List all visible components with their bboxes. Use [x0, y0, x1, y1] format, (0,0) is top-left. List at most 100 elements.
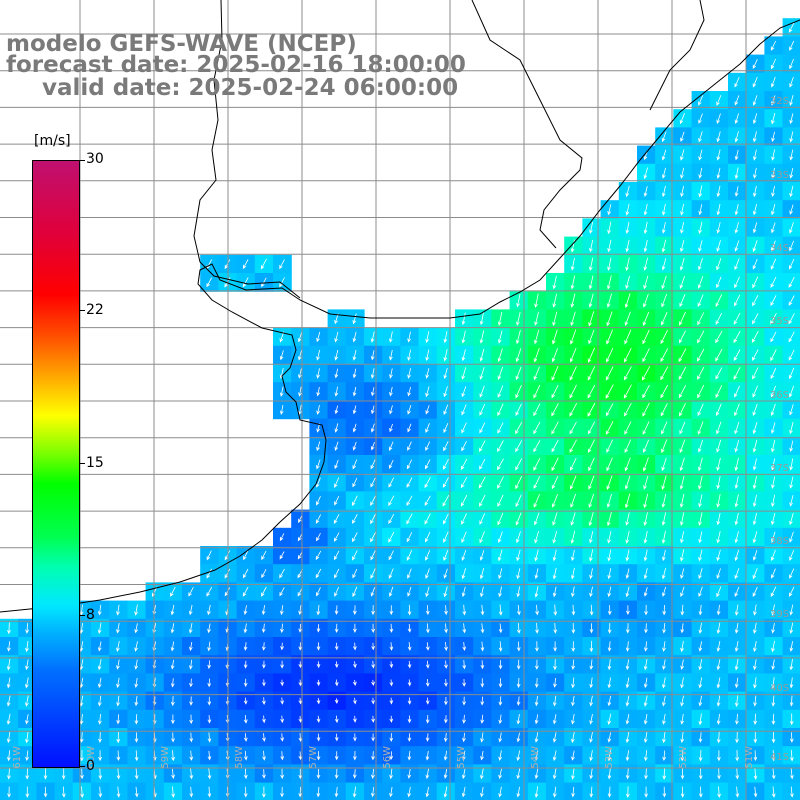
wind-speed-cell — [655, 400, 674, 420]
wind-arrow — [771, 623, 775, 634]
wind-arrow — [534, 677, 539, 689]
wind-arrow — [61, 786, 66, 798]
wind-arrow — [371, 405, 375, 415]
wind-arrow — [462, 696, 466, 706]
latitude-label: 41S — [770, 752, 790, 763]
wind-arrow — [6, 658, 11, 671]
wind-speed-cell — [236, 564, 256, 583]
wind-speed-cell — [327, 564, 347, 583]
wind-arrow — [733, 349, 741, 362]
wind-speed-cell — [582, 364, 602, 383]
wind-speed-cell — [618, 364, 638, 383]
wind-arrow — [607, 768, 612, 780]
wind-arrow — [425, 349, 430, 362]
wind-arrow — [697, 294, 704, 307]
wind-arrow — [388, 513, 395, 525]
wind-arrow — [371, 733, 375, 742]
wind-arrow — [625, 530, 630, 544]
wind-arrow — [662, 731, 666, 744]
wind-arrow — [498, 732, 503, 743]
wind-arrow — [462, 678, 466, 687]
wind-speed-cell — [709, 309, 729, 329]
wind-speed-cell — [546, 436, 565, 456]
wind-arrow — [462, 732, 466, 743]
wind-arrow — [698, 622, 703, 634]
wind-speed-cell — [618, 400, 638, 420]
wind-arrow — [552, 549, 557, 562]
wind-arrow — [789, 76, 794, 88]
wind-arrow — [280, 786, 284, 798]
wind-speed-cell — [400, 527, 420, 547]
wind-arrow — [443, 732, 448, 743]
wind-arrow — [551, 403, 559, 417]
wind-arrow — [171, 714, 175, 725]
wind-arrow — [7, 750, 11, 762]
wind-arrow — [589, 257, 594, 272]
wind-arrow — [625, 714, 630, 725]
wind-arrow — [643, 239, 648, 253]
wind-arrow — [789, 240, 795, 252]
wind-arrow — [25, 714, 29, 725]
wind-arrow — [698, 240, 703, 252]
wind-arrow — [461, 531, 467, 543]
wind-arrow — [661, 293, 668, 308]
wind-arrow — [644, 768, 648, 780]
wind-arrow — [680, 531, 685, 544]
wind-arrow — [698, 185, 703, 198]
wind-arrow — [444, 660, 448, 669]
wind-arrow — [443, 367, 448, 380]
wind-arrow — [444, 605, 448, 616]
wind-arrow — [480, 641, 485, 652]
wind-arrow — [752, 367, 759, 380]
wind-arrow — [607, 586, 612, 598]
wind-arrow — [389, 751, 394, 761]
wind-arrow — [6, 731, 11, 744]
wind-arrow — [734, 549, 740, 562]
wind-arrow — [533, 366, 540, 381]
wind-arrow — [534, 714, 539, 725]
wind-arrow — [352, 605, 357, 616]
wind-arrow — [660, 403, 668, 417]
wind-arrow — [424, 513, 431, 525]
wind-arrow — [698, 494, 703, 508]
wind-arrow — [643, 695, 648, 707]
wind-arrow — [370, 587, 376, 597]
river-border-path — [193, 0, 223, 263]
wind-arrow — [715, 312, 723, 325]
wind-arrow — [316, 604, 321, 616]
wind-arrow — [680, 677, 684, 689]
wind-arrow — [571, 750, 575, 761]
wind-arrow — [352, 459, 358, 470]
wind-arrow — [352, 368, 357, 379]
wind-arrow — [498, 750, 503, 762]
wind-arrow — [443, 568, 448, 579]
wind-arrow — [716, 549, 721, 562]
wind-arrow — [753, 750, 758, 762]
wind-arrow — [280, 715, 284, 724]
wind-arrow — [752, 59, 758, 70]
wind-arrow — [660, 348, 669, 363]
wind-arrow — [479, 367, 485, 380]
wind-speed-cell — [291, 582, 310, 602]
wind-arrow — [171, 768, 175, 780]
wind-arrow — [770, 349, 777, 362]
wind-arrow — [587, 366, 596, 381]
wind-arrow — [770, 276, 777, 288]
wind-arrow — [662, 623, 666, 634]
wind-arrow — [571, 714, 575, 725]
wind-arrow — [752, 276, 759, 289]
wind-arrow — [661, 203, 666, 216]
wind-arrow — [589, 586, 593, 598]
wind-arrow — [298, 679, 303, 687]
wind-arrow — [716, 149, 721, 161]
wind-arrow — [715, 367, 723, 380]
wind-arrow — [425, 750, 430, 761]
wind-arrow — [716, 113, 721, 124]
wind-arrow — [516, 750, 521, 762]
wind-speed-cell — [746, 309, 765, 329]
wind-arrow — [407, 331, 411, 343]
wind-arrow — [624, 347, 632, 363]
colorbar-tick-label: 0 — [86, 758, 95, 774]
wind-arrow — [698, 695, 703, 707]
wind-arrow — [588, 512, 594, 527]
